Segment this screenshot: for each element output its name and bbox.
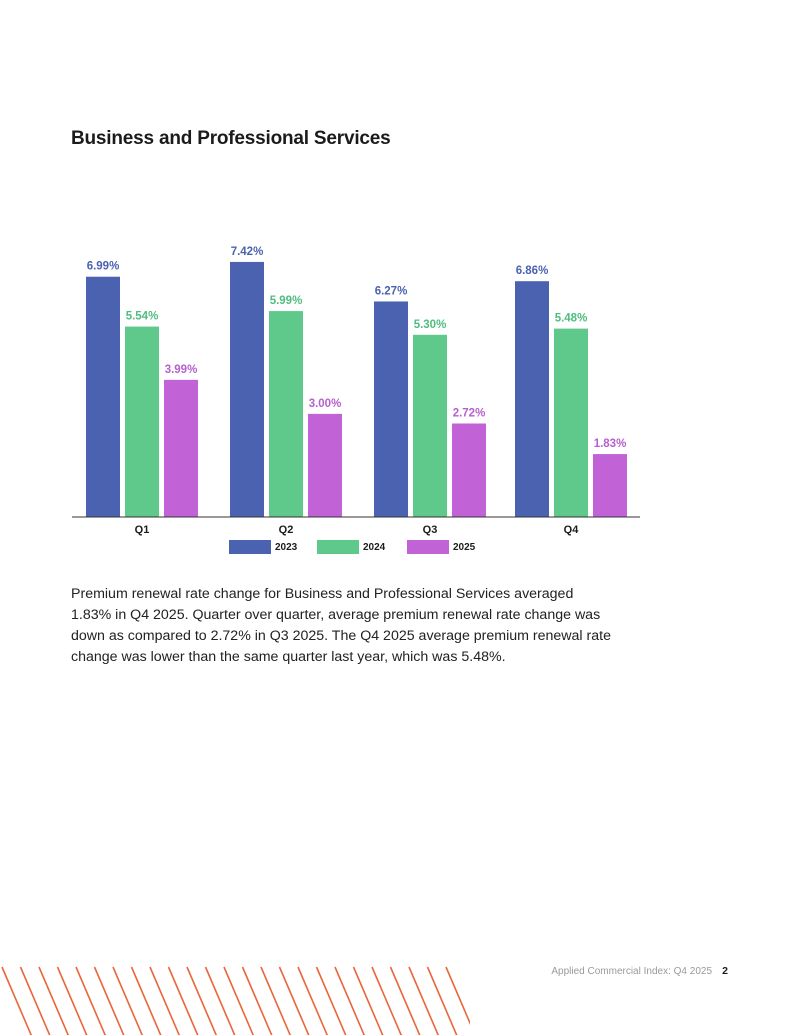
stripe-line (334, 966, 366, 1035)
data-label-q3-2025: 2.72% (453, 408, 486, 420)
category-label-q1: Q1 (135, 524, 150, 536)
stripe-line (223, 966, 255, 1035)
stripe-line (278, 966, 310, 1035)
page-number: 2 (722, 965, 728, 977)
stripe-line (93, 966, 125, 1035)
footer-report-name: Applied Commercial Index: Q4 2025 (551, 966, 712, 977)
legend-swatch-2024 (317, 540, 359, 554)
legend-label-2025: 2025 (453, 541, 476, 553)
data-label-q4-2023: 6.86% (516, 265, 549, 277)
bar-q1-2023 (86, 276, 120, 517)
stripe-line (371, 966, 403, 1035)
legend-swatch-2023 (229, 540, 271, 554)
stripe-line (186, 966, 218, 1035)
stripe-line (1, 966, 33, 1035)
bar-q4-2025 (593, 454, 627, 517)
category-label-q2: Q2 (279, 524, 294, 536)
bar-q1-2024 (125, 326, 159, 517)
stripe-line (315, 966, 347, 1035)
bar-q4-2024 (554, 328, 588, 517)
data-label-q4-2024: 5.48% (555, 313, 588, 325)
stripe-line (426, 966, 458, 1035)
stripe-line (149, 966, 181, 1035)
category-labels-layer: Q1 Q2 Q3 Q4 (135, 524, 580, 536)
data-label-q2-2023: 7.42% (231, 246, 264, 258)
bar-q1-2025 (164, 379, 198, 517)
stripe-line (445, 966, 470, 1026)
decorative-stripes (1, 966, 470, 1035)
stripe-line (241, 966, 273, 1035)
bar-q4-2023 (515, 281, 549, 517)
data-label-q1-2025: 3.99% (165, 364, 198, 376)
stripe-line (75, 966, 107, 1035)
stripe-line (408, 966, 440, 1035)
page-title: Business and Professional Services (71, 128, 391, 149)
category-label-q3: Q3 (423, 524, 438, 536)
bar-q3-2023 (374, 301, 408, 517)
data-label-q4-2025: 1.83% (594, 438, 627, 450)
data-label-q3-2023: 6.27% (375, 285, 408, 297)
stripe-line (56, 966, 88, 1035)
data-label-q3-2024: 5.30% (414, 319, 447, 331)
stripe-line (204, 966, 236, 1035)
data-labels-layer: 6.99% 5.54% 3.99% 7.42% 5.99% 3.00% 6.27% 5.30%… (87, 246, 627, 450)
bar-q2-2023 (230, 261, 264, 517)
legend-item-2024: 2024 (317, 540, 385, 554)
stripe-line (297, 966, 329, 1035)
bar-q3-2025 (452, 423, 486, 517)
stripe-line (389, 966, 421, 1035)
bar-q2-2025 (308, 413, 342, 517)
stripe-line (38, 966, 70, 1035)
bar-chart: 6.99% 5.54% 3.99% 7.42% 5.99% 3.00% 6.27% 5.30%… (72, 246, 640, 536)
stripe-line (130, 966, 162, 1035)
data-label-q2-2025: 3.00% (309, 398, 342, 410)
legend-swatch-2025 (407, 540, 449, 554)
bar-q2-2024 (269, 311, 303, 517)
data-label-q1-2023: 6.99% (87, 261, 120, 273)
legend-item-2023: 2023 (229, 540, 297, 554)
category-label-q4: Q4 (564, 524, 580, 536)
data-label-q2-2024: 5.99% (270, 295, 303, 307)
legend-item-2025: 2025 (407, 540, 475, 554)
bar-q3-2024 (413, 334, 447, 517)
stripe-line (112, 966, 144, 1035)
stripe-line (352, 966, 384, 1035)
data-label-q1-2024: 5.54% (126, 311, 159, 323)
stripe-line (260, 966, 292, 1035)
bars-layer (86, 261, 627, 517)
stripe-line (19, 966, 51, 1035)
legend-label-2023: 2023 (275, 541, 298, 553)
chart-legend: 2023 2024 2025 (0, 540, 800, 556)
stripe-line (167, 966, 199, 1035)
legend-label-2024: 2024 (363, 541, 386, 553)
summary-paragraph: Premium renewal rate change for Business… (71, 586, 611, 665)
